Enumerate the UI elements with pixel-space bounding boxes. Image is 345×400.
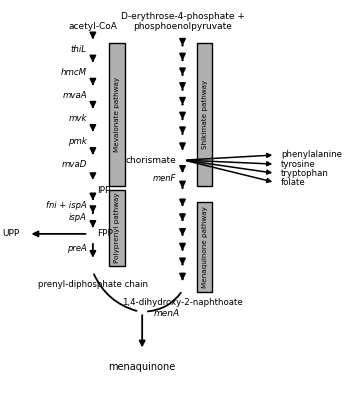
- Text: FPP: FPP: [97, 229, 113, 238]
- Text: fni + ispA: fni + ispA: [46, 201, 87, 210]
- Text: thiL: thiL: [71, 45, 87, 54]
- Text: mvk: mvk: [68, 114, 87, 123]
- Text: menA: menA: [154, 308, 180, 318]
- Text: chorismate: chorismate: [126, 156, 177, 165]
- Text: Menaquinone pathway: Menaquinone pathway: [201, 206, 208, 288]
- Text: tryptophan: tryptophan: [281, 169, 329, 178]
- Text: phosphoenolpyruvate: phosphoenolpyruvate: [133, 22, 232, 31]
- Text: menaquinone: menaquinone: [109, 362, 176, 372]
- Text: mvaD: mvaD: [61, 160, 87, 170]
- Bar: [197, 202, 213, 292]
- Bar: [197, 42, 213, 186]
- Text: 1,4-dihydroxy-2-naphthoate: 1,4-dihydroxy-2-naphthoate: [122, 298, 243, 307]
- Text: D-erythrose-4-phosphate +: D-erythrose-4-phosphate +: [120, 12, 245, 21]
- Bar: [109, 42, 125, 186]
- Text: preA: preA: [67, 244, 87, 253]
- Text: Shikimate pathway: Shikimate pathway: [201, 80, 208, 149]
- Text: mvaA: mvaA: [62, 91, 87, 100]
- Text: Polyprenyl pathway: Polyprenyl pathway: [114, 192, 120, 263]
- Text: Mevalonate pathway: Mevalonate pathway: [114, 77, 120, 152]
- Text: acetyl-CoA: acetyl-CoA: [68, 22, 117, 31]
- Text: IPP: IPP: [97, 186, 111, 194]
- Text: pmk: pmk: [68, 137, 87, 146]
- Text: menF: menF: [153, 174, 177, 183]
- Text: phenylalanine: phenylalanine: [281, 150, 342, 160]
- Text: ispA: ispA: [69, 214, 87, 222]
- Bar: [109, 190, 125, 266]
- Text: prenyl-diphosphate chain: prenyl-diphosphate chain: [38, 280, 148, 289]
- Text: folate: folate: [281, 178, 306, 187]
- Text: tyrosine: tyrosine: [281, 160, 316, 169]
- Text: hmcM: hmcM: [61, 68, 87, 77]
- Text: UPP: UPP: [2, 229, 20, 238]
